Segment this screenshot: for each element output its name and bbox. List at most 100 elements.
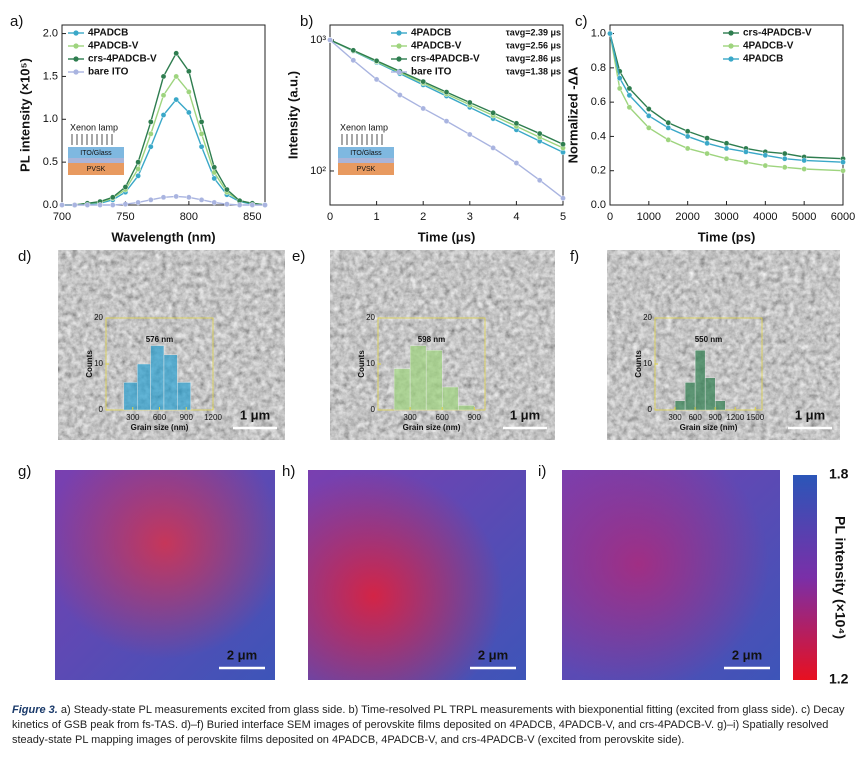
panel-label: g) [18,463,31,480]
data-point [148,131,154,137]
data-point [198,197,205,203]
inset-pvsk [68,163,124,175]
x-tick-label: 2000 [675,211,699,223]
data-point [513,160,520,166]
data-point [148,119,154,125]
data-point [122,201,129,207]
hist-x-tick-label: 1200 [204,413,222,422]
legend-label: bare ITO [411,67,452,78]
data-point [607,30,613,37]
data-point [173,73,179,80]
panel-label: e) [292,248,305,265]
hist-y-tick-label: 20 [366,313,375,322]
data-point [135,166,141,172]
data-point [616,85,623,92]
data-point [490,145,496,151]
data-point [443,89,450,95]
hist-x-label: Grain size (nm) [403,423,461,432]
panel-label: h) [282,463,295,480]
hist-bar [150,345,165,411]
data-point [723,155,730,162]
x-tick-label: 0 [607,211,613,223]
x-tick-label: 800 [180,211,198,223]
data-point [665,137,672,143]
data-point [560,141,566,148]
scale-bar-label: 1 μm [795,407,825,422]
data-point [160,73,167,80]
data-point [646,125,652,131]
data-point [122,184,129,190]
x-axis-label: Wavelength (nm) [111,229,215,244]
hist-x-tick-label: 1200 [726,413,744,422]
data-point [186,194,192,201]
data-point [626,92,633,99]
y-tick-label: 0.4 [591,130,606,142]
x-axis-label: Time (μs) [418,229,476,244]
x-tick-label: 700 [53,211,71,223]
legend-marker [728,43,734,49]
hist-bar [163,354,178,411]
y-tick-label: 1.0 [43,113,58,125]
plot-frame [61,24,266,206]
hist-bar [458,405,475,411]
data-point [373,76,380,83]
data-point [198,119,205,125]
data-point [420,78,427,85]
data-point [684,145,691,152]
tau-annotation: τavg=2.56 μs [506,40,561,50]
hist-bar [684,382,696,411]
data-point [665,125,672,131]
data-point [704,150,710,157]
panel-label: f) [570,248,579,265]
data-point [646,106,652,112]
legend-marker [73,30,79,36]
x-tick-label: 3000 [714,211,738,223]
data-point [148,143,154,150]
x-tick-label: 1 [374,211,380,223]
pl-map-hotspot [562,470,780,680]
data-point [84,202,91,208]
hist-y-tick-label: 0 [648,405,653,414]
inset-ito-label: ITO/Glass [80,150,112,157]
data-point [198,143,205,150]
hist-y-label: Counts [634,350,643,378]
data-point [646,113,652,119]
y-tick-label: 0.0 [43,199,58,211]
data-point [626,85,633,92]
legend-label: 4PADCB [743,54,783,65]
hist-bar [393,368,411,411]
data-point [160,194,167,201]
data-point [840,167,846,174]
y-tick-label: 0.8 [591,62,606,74]
hist-x-tick-label: 300 [403,413,417,422]
data-point [109,194,116,201]
data-point [71,202,78,208]
hist-x-tick-label: 900 [180,413,194,422]
legend-marker [396,30,402,36]
y-tick-label: 0.5 [43,156,58,168]
y-axis-label: Normalized -ΔA [565,66,580,163]
x-tick-label: 5000 [792,211,816,223]
legend-label: crs-4PADCB-V [411,54,480,65]
data-point [262,202,268,208]
legend-label: bare ITO [88,67,129,78]
hist-y-tick-label: 0 [371,405,376,414]
inset-pvsk [338,163,394,175]
hist-x-tick-label: 900 [468,413,482,422]
hist-y-label: Counts [357,350,366,378]
hist-bar [704,377,716,411]
hist-x-tick-label: 300 [126,413,140,422]
x-tick-label: 6000 [831,211,855,223]
legend-marker [396,69,402,75]
data-point [224,201,230,207]
colorbar [793,475,817,680]
scale-bar-label: 1 μm [510,407,540,422]
caption-text: a) Steady-state PL measurements excited … [12,704,845,746]
legend-marker [396,43,402,49]
legend-label: 4PADCB-V [411,41,462,52]
data-point [801,157,807,164]
hist-x-tick-label: 600 [688,413,702,422]
inset-sam [68,158,124,163]
data-point [684,133,691,140]
